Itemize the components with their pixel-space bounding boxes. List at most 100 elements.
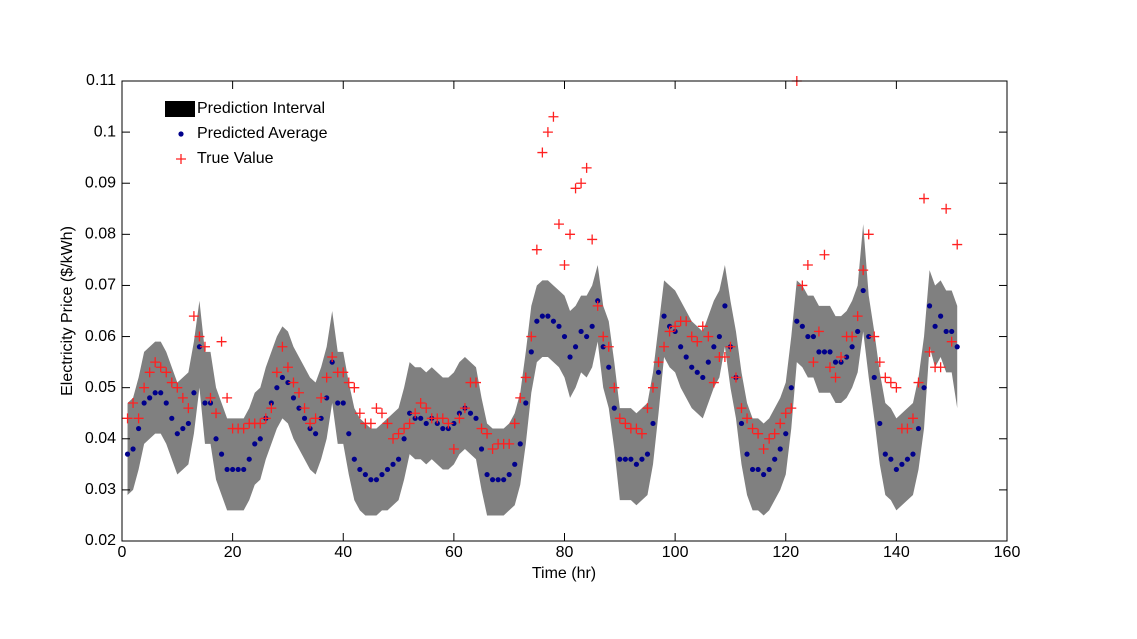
true-value-marker <box>255 418 266 429</box>
y-tick-label: 0.08 <box>85 226 116 243</box>
predicted-point <box>777 446 783 452</box>
true-value-marker <box>310 413 321 424</box>
predicted-point <box>860 287 866 294</box>
true-value-marker <box>216 336 227 347</box>
true-value-marker <box>858 265 869 276</box>
predicted-point <box>224 466 230 473</box>
predicted-point <box>207 400 214 406</box>
true-value-marker <box>570 183 581 194</box>
predicted-point <box>523 400 529 406</box>
predicted-point <box>329 359 335 365</box>
predicted-point <box>274 385 280 391</box>
true-value-marker <box>609 382 620 393</box>
true-value-marker <box>537 147 548 158</box>
predicted-point <box>467 410 474 416</box>
predicted-point <box>218 451 225 457</box>
predicted-point <box>235 466 241 473</box>
predicted-point <box>561 333 568 340</box>
predicted-point <box>512 461 518 467</box>
true-value-marker <box>150 357 161 368</box>
predicted-point <box>893 466 899 473</box>
true-value-marker <box>719 352 730 362</box>
predicted-point <box>163 400 169 406</box>
predicted-point <box>296 405 302 411</box>
predicted-point <box>589 323 595 329</box>
true-value-marker <box>935 362 946 373</box>
predicted-point <box>174 431 180 437</box>
legend-plus <box>176 154 186 164</box>
true-value-marker <box>902 423 913 434</box>
predicted-point <box>434 420 440 427</box>
true-value-marker <box>736 403 747 414</box>
predicted-point <box>678 344 684 350</box>
x-axis-label: Time (hr) <box>532 565 596 582</box>
predicted-point <box>816 349 822 355</box>
predicted-point <box>362 471 368 478</box>
true-value-marker <box>874 357 885 368</box>
true-value-marker <box>576 178 587 189</box>
true-value-marker <box>808 357 819 368</box>
predicted-point <box>257 436 263 442</box>
true-value-marker <box>222 392 233 403</box>
predicted-point <box>949 328 955 335</box>
predicted-point <box>346 431 352 437</box>
true-value-marker <box>288 377 299 388</box>
predicted-point <box>517 441 523 447</box>
true-value-marker <box>819 249 830 260</box>
x-tick-label: 160 <box>994 544 1021 561</box>
true-value-marker <box>161 367 172 378</box>
predicted-point <box>241 466 247 473</box>
true-value-marker <box>664 326 675 337</box>
predicted-point <box>418 415 424 421</box>
predicted-point <box>810 333 817 340</box>
predicted-point <box>285 379 291 386</box>
true-value-marker <box>459 403 470 414</box>
true-value-marker <box>730 372 741 383</box>
predicted-point <box>213 436 219 442</box>
true-value-marker <box>758 444 769 454</box>
true-value-marker <box>266 403 277 414</box>
true-value-marker <box>880 372 891 383</box>
true-value-marker <box>299 403 310 414</box>
predicted-point <box>135 425 142 432</box>
predicted-point <box>158 390 164 396</box>
x-tick-label: 40 <box>334 544 352 561</box>
predicted-point <box>169 415 175 421</box>
true-value-marker <box>891 382 902 393</box>
predicted-point <box>279 374 286 381</box>
predicted-point <box>495 477 501 483</box>
predicted-point <box>711 344 717 350</box>
predicted-point <box>838 359 844 365</box>
true-value-marker <box>565 229 576 240</box>
true-value-marker <box>764 433 775 444</box>
legend-label: Prediction Interval <box>197 100 325 117</box>
predicted-point <box>290 395 297 401</box>
true-value-marker <box>742 413 753 424</box>
predicted-point <box>866 333 872 340</box>
true-value-marker <box>531 244 542 255</box>
predicted-point <box>152 390 158 396</box>
predicted-point <box>268 400 274 406</box>
x-tick-label: 140 <box>883 544 910 561</box>
x-tick-label: 20 <box>224 544 242 561</box>
true-value-marker <box>769 428 780 439</box>
predicted-point <box>307 425 313 432</box>
predicted-point <box>445 425 451 432</box>
predicted-point <box>395 456 402 462</box>
legend-dot <box>178 131 184 137</box>
true-value-marker <box>371 403 382 414</box>
true-value-marker <box>177 392 188 403</box>
predicted-point <box>528 349 534 355</box>
predicted-point <box>639 456 645 462</box>
true-value-marker <box>515 392 526 403</box>
true-value-marker <box>139 382 150 393</box>
predicted-point <box>832 359 839 365</box>
predicted-point <box>572 344 579 350</box>
true-value-marker <box>636 428 647 439</box>
y-tick-label: 0.11 <box>86 72 116 89</box>
true-value-marker <box>482 428 493 439</box>
true-value-marker <box>941 203 952 214</box>
predicted-point <box>794 318 800 324</box>
y-tick-label: 0.03 <box>85 481 116 498</box>
